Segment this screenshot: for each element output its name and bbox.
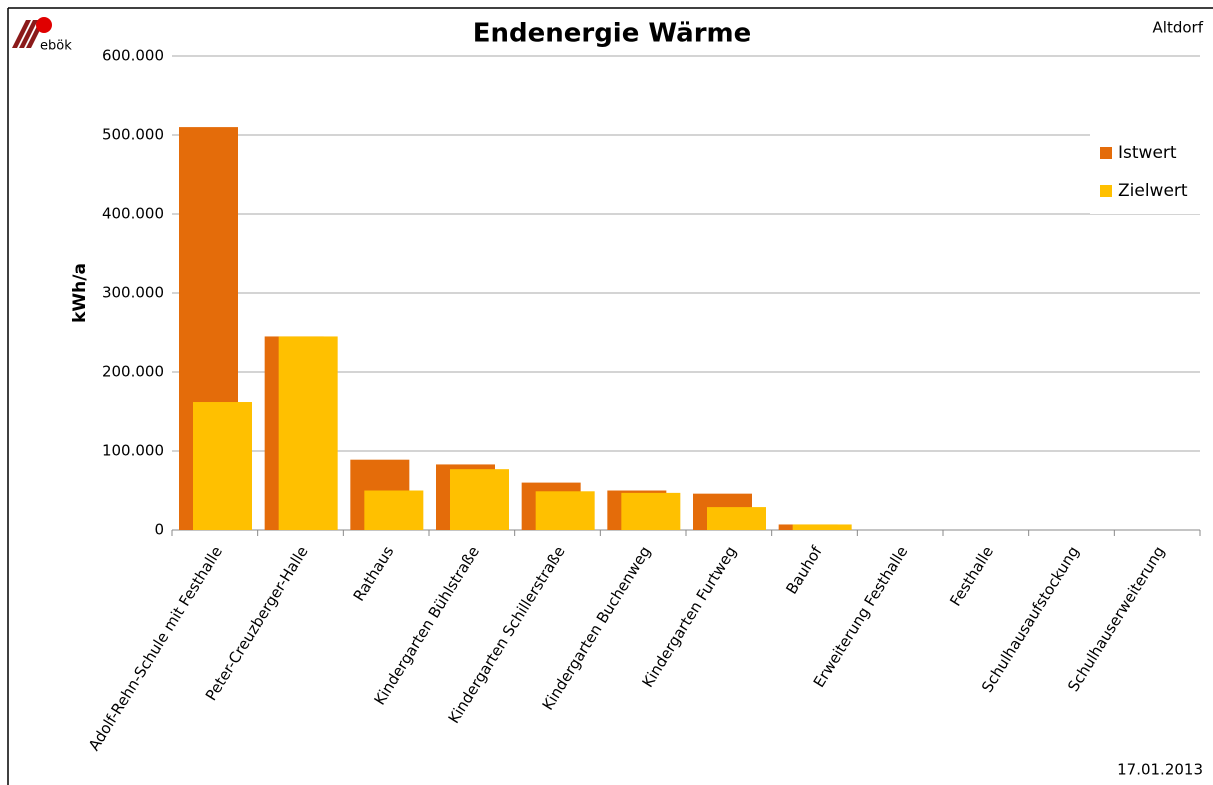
bar — [621, 492, 681, 530]
legend-swatch — [1100, 147, 1112, 159]
y-axis-label: kWh/a — [70, 263, 90, 323]
y-tick-label: 0 — [154, 521, 164, 539]
x-tick-label: Rathaus — [350, 543, 398, 605]
y-tick-label: 100.000 — [102, 442, 164, 460]
bar — [535, 491, 595, 530]
y-tick-label: 200.000 — [102, 363, 164, 381]
location: Altdorf — [1153, 19, 1204, 37]
bar — [364, 490, 424, 530]
y-tick-label: 400.000 — [102, 205, 164, 223]
legend-swatch — [1100, 185, 1112, 197]
bar — [193, 402, 252, 530]
date: 17.01.2013 — [1117, 761, 1203, 779]
x-tick-label: Schulhausaufstockung — [978, 543, 1083, 696]
logo-text: ebök — [40, 39, 72, 54]
legend-label: Istwert — [1118, 143, 1177, 163]
bar — [278, 336, 338, 530]
x-tick-label: Bauhof — [782, 542, 826, 597]
legend-label: Zielwert — [1118, 181, 1188, 201]
bar — [792, 524, 852, 530]
y-tick-label: 500.000 — [102, 126, 164, 144]
x-tick-label: Kindergarten Furtweg — [638, 543, 740, 691]
x-tick-label: Erweiterung Festhalle — [810, 543, 912, 691]
logo-icon — [12, 17, 52, 48]
legend-box — [1090, 132, 1200, 214]
x-tick-label: Festhalle — [946, 543, 997, 609]
y-tick-label: 300.000 — [102, 284, 164, 302]
bar — [450, 469, 509, 530]
y-tick-label: 600.000 — [102, 47, 164, 65]
x-tick-label: Adolf-Rehn-Schule mit Festhalle — [85, 543, 226, 754]
bar — [707, 507, 766, 530]
x-tick-label: Schulhauserweiterung — [1064, 543, 1168, 695]
chart-title: Endenergie Wärme — [473, 19, 752, 49]
x-tick-label: Peter-Creuzberger-Halle — [202, 543, 312, 704]
